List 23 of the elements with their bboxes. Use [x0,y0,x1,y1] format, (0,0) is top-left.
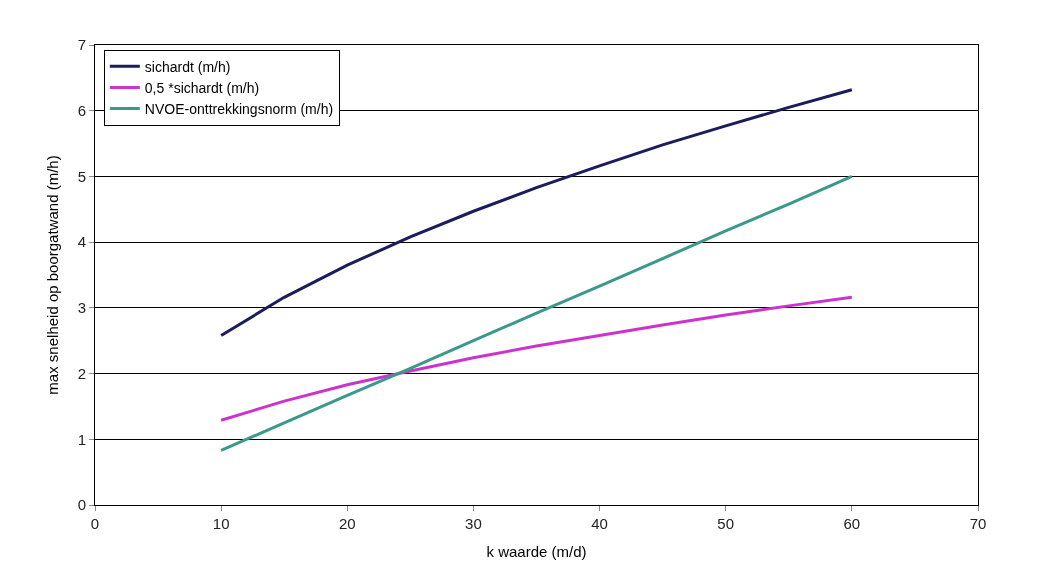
x-tick-label: 30 [465,515,482,532]
legend-label: sichardt (m/h) [144,58,231,75]
y-tick-label: 4 [77,233,86,251]
line-series [219,174,854,452]
y-tick-label: 2 [77,364,86,382]
line-series [219,295,854,422]
x-tick-label: 20 [338,515,356,532]
x-tick-label: 60 [843,515,861,532]
legend-label: NVOE-onttrekkingsnorm (m/h) [144,101,334,118]
y-tick-label: 6 [77,101,86,119]
legend-label: 0,5 *sichardt (m/h) [144,79,260,96]
y-tick-label: 1 [77,430,86,448]
y-tick-label: 0 [77,496,86,514]
y-tick-label: 3 [77,299,86,317]
x-tick-label: 0 [90,515,100,532]
y-tick-label: 7 [77,36,86,54]
x-tick-label: 70 [969,515,987,532]
x-axis-title: k waarde (m/d) [486,543,587,560]
y-tick-label: 5 [77,167,86,185]
x-tick-label: 10 [212,515,230,532]
x-tick-label: 50 [717,515,735,532]
y-axis-title: max snelheid op boorgatwand (m/h) [43,155,61,395]
x-tick-label: 40 [591,515,608,532]
